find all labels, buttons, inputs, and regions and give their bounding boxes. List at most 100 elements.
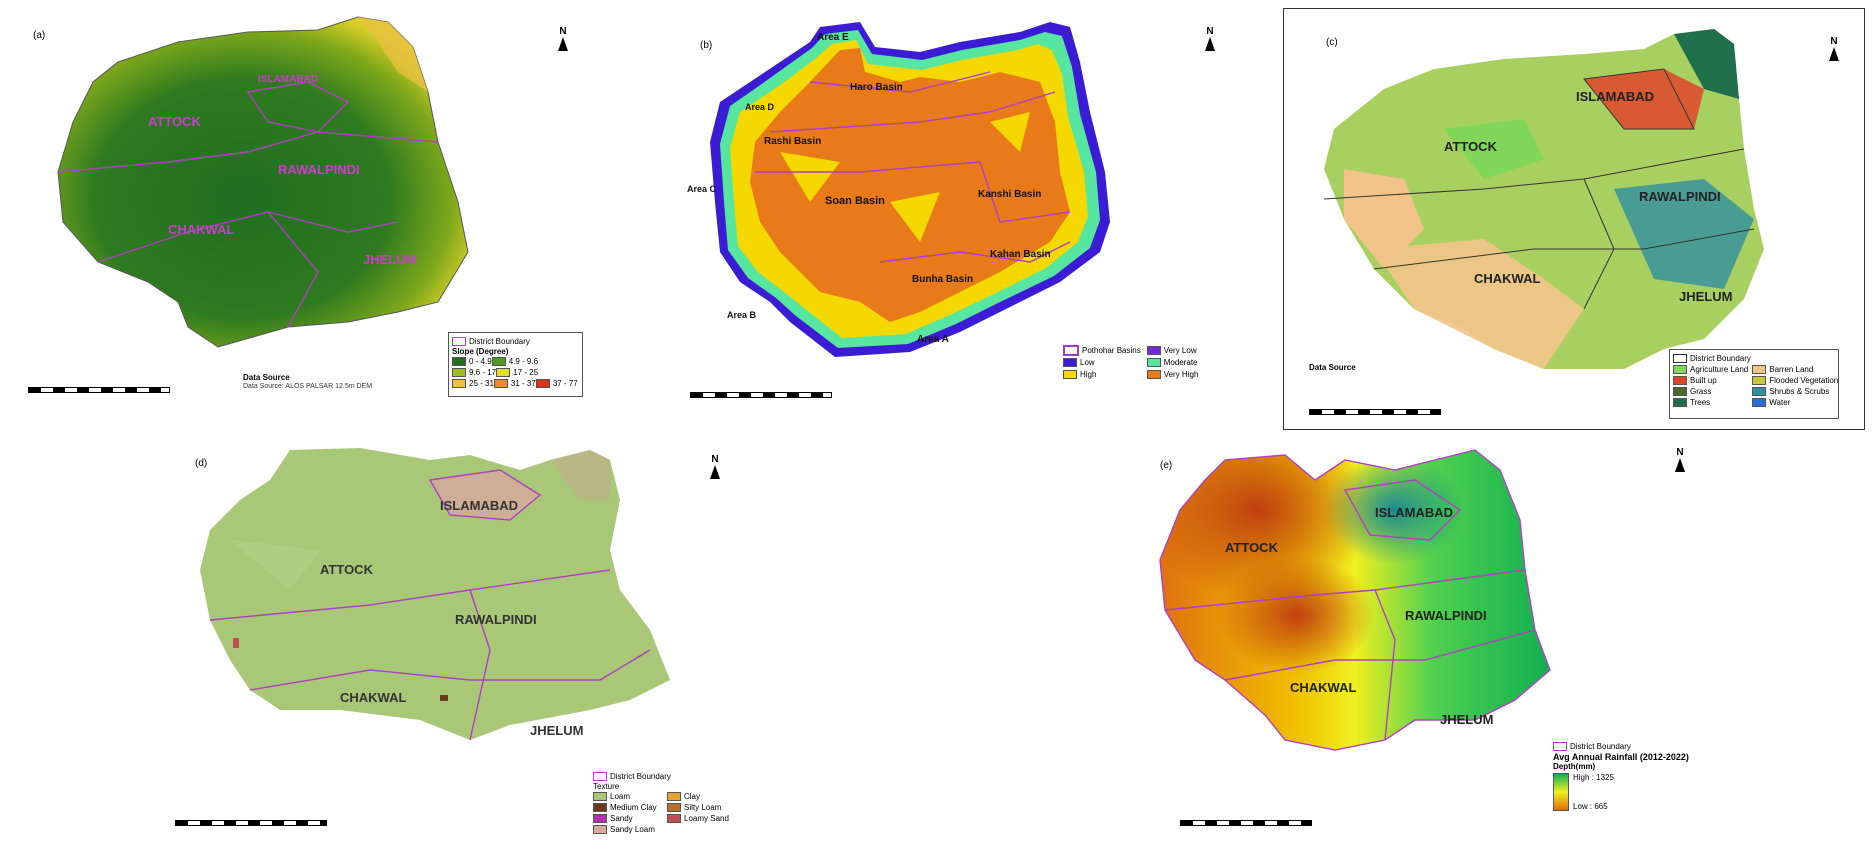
district-label-rawalpindi: RAWALPINDI [1639,189,1721,204]
district-label-rawalpindi: RAWALPINDI [1405,608,1487,623]
legend-label: Flooded Vegetation [1769,376,1839,385]
map-panel-e: (e) ISLAMABAD ATTOCK RAWALPINDI CHAKWAL … [1115,440,1735,850]
legend-label: Sandy [610,814,633,823]
legend-item: Grass [1673,386,1748,397]
basin-label-kahan: Kahan Basin [990,249,1051,260]
map-panel-d: (d) ISLAMABAD ATTOCK RAWALPINDI CHAKWAL … [170,440,750,850]
legend-item: Medium Clay [593,802,663,813]
north-arrow-icon: N [1670,448,1690,472]
panel-letter: (b) [700,40,713,51]
legend-item: Clay [667,791,737,802]
legend-label: Loamy Sand [684,814,729,823]
basin-label-area-d: Area D [745,102,775,112]
legend-item: 0 - 4.9 [452,356,492,367]
legend-label: 25 - 31 [469,379,494,388]
rainfall-map-e [1159,449,1551,751]
legend-item: 31 - 37 [493,378,536,389]
basin-map-b [710,22,1110,357]
legend-label: Sandy Loam [610,825,655,834]
district-label-attock: ATTOCK [1225,540,1278,555]
legend-swatch [593,792,607,801]
basin-label-area-c: Area C [687,184,717,194]
legend-item: Very High [1146,369,1217,380]
district-label-attock: ATTOCK [320,562,373,577]
soil-texture-map-d [200,448,670,741]
legend-label: Very High [1163,370,1199,379]
north-arrow-icon: N [1200,27,1220,51]
basin-label-haro: Haro Basin [850,82,903,93]
legend-label: Trees [1690,398,1711,407]
legend-swatch [1146,370,1161,379]
basin-label-area-e: Area E [817,32,849,43]
legend-swatch [452,379,466,388]
legend-swatch [1063,370,1077,379]
legend-item: Moderate [1146,357,1217,368]
lulc-map-c [1323,29,1764,369]
scale-bar [1309,409,1441,415]
legend-b: Pothohar Basins Very Low Low Moderate High Ve… [1060,342,1220,397]
panel-letter: (e) [1160,460,1173,471]
basin-label-area-a: Area A [917,334,949,345]
district-label-islamabad: ISLAMABAD [1576,89,1654,104]
data-source-c: Data Source [1309,363,1356,372]
district-label-jhelum: JHELUM [1679,289,1733,304]
legend-item: Flooded Vegetation [1752,375,1838,386]
legend-item: 25 - 31 [452,378,494,389]
scale-bar [28,387,170,393]
legend-label: Very Low [1163,346,1197,355]
legend-label: Clay [684,792,701,801]
legend-label: Built up [1690,376,1717,385]
legend-label: 37 - 77 [552,379,578,388]
legend-swatch [667,814,681,823]
legend-label: Agriculture Land [1690,365,1749,374]
legend-item: Loamy Sand [667,813,737,824]
basin-label-kanshi: Kanshi Basin [978,189,1042,200]
basin-label-rashi: Rashi Basin [764,136,822,147]
legend-label: Medium Clay [610,803,657,812]
basin-label-area-b: Area B [727,310,757,320]
legend-label: 4.9 - 9.6 [508,357,539,366]
legend-label: Silty Loam [684,803,722,812]
legend-label: 9.6 - 17 [469,368,497,377]
legend-swatch [1146,358,1161,367]
scale-bar [175,820,327,826]
legend-swatch [1752,376,1767,385]
legend-item: Very Low [1146,345,1217,356]
legend-item: Agriculture Land [1673,364,1748,375]
legend-a: District Boundary Slope (Degree) 0 - 4.9… [448,332,583,397]
legend-item: Silty Loam [667,802,737,813]
legend-item: 9.6 - 17 [452,367,496,378]
study-area-shape [1159,449,1551,751]
north-arrow-icon: N [705,455,725,479]
district-label-rawalpindi: RAWALPINDI [455,612,537,627]
district-label-chakwal: CHAKWAL [340,690,407,705]
panel-letter: (a) [33,30,46,41]
legend-label: 0 - 4.9 [469,357,492,366]
legend-swatch [667,803,681,812]
legend-label: Pothohar Basins [1082,346,1141,355]
legend-e: District Boundary Avg Annual Rainfall (2… [1550,738,1730,833]
legend-item: 4.9 - 9.6 [491,356,539,367]
district-label-jhelum: JHELUM [530,723,584,738]
district-label-chakwal: CHAKWAL [1290,680,1357,695]
legend-label: Loam [610,792,631,801]
legend-item: 37 - 77 [535,378,578,389]
district-label-chakwal: CHAKWAL [168,222,235,237]
legend-label: Low [1080,358,1095,367]
legend-swatch [1146,346,1161,355]
district-label-islamabad: ISLAMABAD [1375,505,1453,520]
legend-swatch [1063,358,1077,367]
north-arrow-icon: N [553,27,573,51]
legend-label: 17 - 25 [513,368,539,377]
map-panel-a: (a) ISLAMABAD ATTOCK RAWALPINDI CHAKWAL … [18,2,608,417]
legend-label: 31 - 37 [510,379,536,388]
legend-label: Grass [1690,387,1712,396]
legend-swatch [1752,365,1767,374]
district-label-attock: ATTOCK [1444,139,1497,154]
legend-item: Water [1752,397,1838,408]
legend-label: Water [1769,398,1791,407]
district-label-islamabad: ISLAMABAD [440,498,518,513]
panel-letter: (d) [195,458,208,469]
legend-item: Trees [1673,397,1748,408]
legend-swatch [667,792,681,801]
